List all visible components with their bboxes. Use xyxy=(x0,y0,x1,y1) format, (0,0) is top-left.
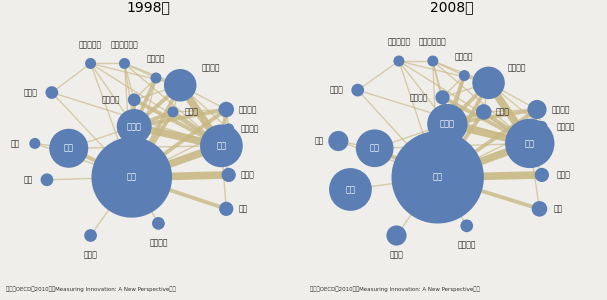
Circle shape xyxy=(392,131,484,224)
Circle shape xyxy=(435,90,450,104)
Circle shape xyxy=(223,123,234,134)
Text: 豊州: 豊州 xyxy=(554,204,563,213)
Circle shape xyxy=(222,168,236,182)
Circle shape xyxy=(219,102,234,117)
Text: ドイツ: ドイツ xyxy=(127,122,141,131)
Circle shape xyxy=(168,106,178,117)
Circle shape xyxy=(505,119,554,168)
Text: ポーランド: ポーランド xyxy=(387,38,410,46)
Title: 2008年: 2008年 xyxy=(430,0,474,14)
Text: ベルギー: ベルギー xyxy=(455,52,473,61)
Text: フランス: フランス xyxy=(202,64,220,73)
Circle shape xyxy=(200,124,243,167)
Text: スイス: スイス xyxy=(185,107,199,116)
Circle shape xyxy=(46,86,58,99)
Text: ベルギー: ベルギー xyxy=(147,55,165,64)
Text: 中国: 中国 xyxy=(345,185,356,194)
Circle shape xyxy=(117,109,152,144)
Text: 日本: 日本 xyxy=(370,144,379,153)
Circle shape xyxy=(219,202,233,216)
Circle shape xyxy=(164,69,197,101)
Text: スウェーデン: スウェーデン xyxy=(419,38,447,46)
Circle shape xyxy=(472,67,505,99)
Circle shape xyxy=(351,84,364,97)
Circle shape xyxy=(532,201,548,217)
Text: オランダ: オランダ xyxy=(410,93,428,102)
Text: イタリア: イタリア xyxy=(239,105,257,114)
Text: 韓国: 韓国 xyxy=(11,139,20,148)
Text: 米国: 米国 xyxy=(127,173,137,182)
Circle shape xyxy=(152,217,164,230)
Circle shape xyxy=(427,56,438,67)
Text: 英国: 英国 xyxy=(217,141,226,150)
Circle shape xyxy=(537,121,548,132)
Circle shape xyxy=(328,131,348,151)
Text: スペイン: スペイン xyxy=(241,124,259,134)
Text: スウェーデン: スウェーデン xyxy=(110,40,138,49)
Circle shape xyxy=(85,58,96,69)
Text: 豊州: 豊州 xyxy=(239,204,248,213)
Text: オランダ: オランダ xyxy=(101,95,120,104)
Circle shape xyxy=(329,168,372,211)
Text: スイス: スイス xyxy=(496,107,510,116)
Text: インド: インド xyxy=(84,250,98,259)
Circle shape xyxy=(84,229,97,242)
Circle shape xyxy=(459,70,470,81)
Circle shape xyxy=(476,104,492,120)
Text: 韓国: 韓国 xyxy=(314,136,324,146)
Circle shape xyxy=(427,104,467,144)
Text: ドイツ: ドイツ xyxy=(440,119,455,128)
Text: ブラジル: ブラジル xyxy=(149,238,168,247)
Circle shape xyxy=(387,225,407,246)
Text: カナダ: カナダ xyxy=(241,170,255,179)
Text: ブラジル: ブラジル xyxy=(458,240,476,249)
Circle shape xyxy=(119,58,130,69)
Circle shape xyxy=(41,173,53,186)
Text: イタリア: イタリア xyxy=(552,105,570,114)
Text: カナダ: カナダ xyxy=(557,170,571,179)
Circle shape xyxy=(49,129,88,168)
Circle shape xyxy=(151,73,161,83)
Circle shape xyxy=(92,137,172,218)
Circle shape xyxy=(460,219,473,232)
Circle shape xyxy=(535,168,549,182)
Text: 資料：OECD（2010）「Measuring Innovation: A New Perspective」。: 資料：OECD（2010）「Measuring Innovation: A Ne… xyxy=(310,286,480,292)
Text: インド: インド xyxy=(390,250,404,259)
Circle shape xyxy=(356,129,393,167)
Text: 資料：OECD（2010）「Measuring Innovation: A New Perspective」。: 資料：OECD（2010）「Measuring Innovation: A Ne… xyxy=(6,286,176,292)
Text: 英国: 英国 xyxy=(525,139,535,148)
Circle shape xyxy=(128,93,141,106)
Circle shape xyxy=(29,138,40,149)
Circle shape xyxy=(527,100,546,119)
Title: 1998年: 1998年 xyxy=(127,0,171,14)
Text: スペイン: スペイン xyxy=(557,122,575,131)
Circle shape xyxy=(393,56,404,67)
Text: 米国: 米国 xyxy=(433,173,443,182)
Text: フランス: フランス xyxy=(508,64,526,73)
Text: ロシア: ロシア xyxy=(24,88,37,97)
Text: ロシア: ロシア xyxy=(330,85,343,94)
Text: 中国: 中国 xyxy=(23,175,32,184)
Text: ポーランド: ポーランド xyxy=(79,40,102,49)
Text: 日本: 日本 xyxy=(64,144,74,153)
